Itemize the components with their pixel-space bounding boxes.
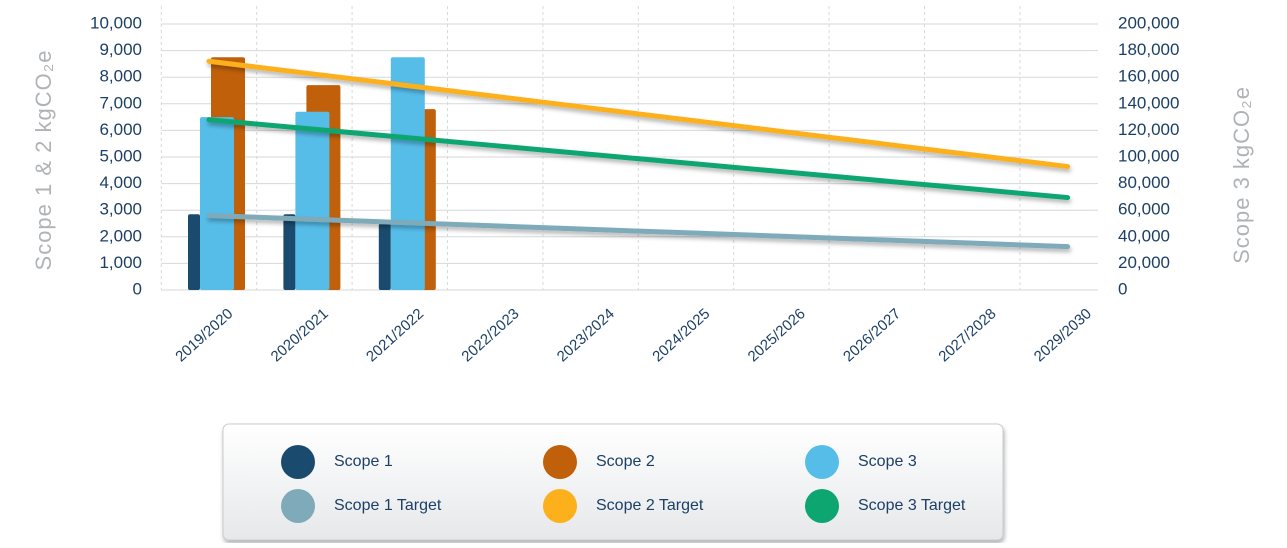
y2-tick-label: 80,000 xyxy=(1118,173,1170,192)
y2-tick-label: 140,000 xyxy=(1118,93,1179,112)
legend-swatch xyxy=(805,489,839,523)
y2-axis-title: Scope 3 kgCO₂e xyxy=(1229,86,1254,264)
bar xyxy=(200,117,234,290)
legend: Scope 1 Scope 2 Scope 3 Scope 1 Target Scope… xyxy=(281,445,966,523)
legend-label: Scope 2 xyxy=(596,453,655,470)
y2-tick-label: 200,000 xyxy=(1118,13,1179,32)
y-tick-label: 3,000 xyxy=(99,200,142,219)
y2-tick-label: 180,000 xyxy=(1118,40,1179,59)
y-tick-label: 6,000 xyxy=(99,120,142,139)
y-tick-label: 9,000 xyxy=(99,40,142,59)
y-tick-label: 7,000 xyxy=(99,93,142,112)
y2-tick-label: 0 xyxy=(1118,279,1127,298)
y-tick-label: 0 xyxy=(133,279,142,298)
y-tick-label: 8,000 xyxy=(99,67,142,86)
bar xyxy=(188,214,200,290)
legend-swatch xyxy=(281,489,315,523)
y-tick-label: 10,000 xyxy=(90,13,142,32)
target-line xyxy=(206,213,1071,250)
x-tick-label: 2021/2022 xyxy=(363,305,427,365)
x-tick-label: 2027/2028 xyxy=(935,305,999,365)
y2-tick-label: 60,000 xyxy=(1118,200,1170,219)
legend-label: Scope 1 Target xyxy=(334,497,442,514)
y-tick-label: 4,000 xyxy=(99,173,142,192)
legend-swatch xyxy=(543,489,577,523)
x-tick-label: 2024/2025 xyxy=(649,305,713,365)
legend-box xyxy=(222,423,1004,541)
x-tick-label: 2025/2026 xyxy=(745,305,809,365)
grid: 0 1,000 2,000 3,000 4,000 5,000 6,000 7,000 8,00… xyxy=(90,6,1179,365)
legend-swatch xyxy=(805,445,839,479)
y-tick-label: 1,000 xyxy=(99,253,142,272)
x-tick-label: 2020/2021 xyxy=(268,305,332,365)
legend-label: Scope 3 xyxy=(858,453,917,470)
y-axis-title: Scope 1 & 2 kgCO₂e xyxy=(31,50,56,271)
y2-tick-label: 20,000 xyxy=(1118,253,1170,272)
y2-tick-label: 100,000 xyxy=(1118,146,1179,165)
x-tick-label: 2022/2023 xyxy=(458,305,522,365)
target-line xyxy=(206,58,1071,170)
bar xyxy=(390,57,425,290)
y2-tick-label: 160,000 xyxy=(1118,67,1179,86)
legend-label: Scope 2 Target xyxy=(596,497,704,514)
bar xyxy=(378,223,391,290)
y-tick-label: 2,000 xyxy=(99,226,142,245)
x-tick-label: 2023/2024 xyxy=(554,305,618,365)
x-tick-label: 2029/2030 xyxy=(1031,305,1095,365)
bar xyxy=(295,111,330,290)
target-line xyxy=(206,117,1071,201)
y2-tick-label: 40,000 xyxy=(1118,226,1170,245)
x-tick-label: 2026/2027 xyxy=(840,305,904,365)
plot-area xyxy=(188,57,1071,291)
bar xyxy=(283,214,296,290)
y2-tick-label: 120,000 xyxy=(1118,120,1179,139)
legend-label: Scope 3 Target xyxy=(858,497,966,514)
legend-label: Scope 1 xyxy=(334,453,393,470)
x-tick-label: 2019/2020 xyxy=(172,305,236,365)
legend-swatch xyxy=(281,445,315,479)
y-tick-label: 5,000 xyxy=(99,146,142,165)
legend-swatch xyxy=(543,445,577,479)
